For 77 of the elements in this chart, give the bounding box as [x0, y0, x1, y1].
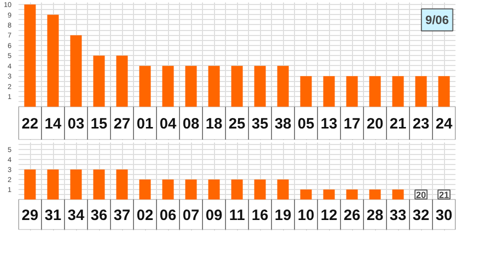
- bar: [323, 76, 335, 107]
- bar: [254, 66, 266, 107]
- x-tick-label: 32: [412, 207, 430, 224]
- x-tick-label: 07: [182, 207, 200, 224]
- x-tick-label: 26: [344, 207, 360, 224]
- x-tick-label: 23: [412, 116, 430, 133]
- x-tick-label: 13: [320, 116, 338, 133]
- bar: [24, 170, 36, 200]
- bar: [208, 180, 220, 200]
- x-tick-label: 29: [22, 207, 38, 224]
- x-tick-label: 22: [22, 116, 38, 133]
- bar: [24, 4, 36, 107]
- annotation: 9/06: [425, 12, 450, 27]
- x-tick-label: 34: [68, 207, 85, 224]
- bar: [323, 190, 335, 200]
- x-tick-label: 18: [206, 116, 222, 133]
- x-tick-label: 31: [44, 207, 62, 224]
- bar: [369, 76, 381, 107]
- bar: [231, 66, 243, 107]
- x-tick-label: 19: [274, 207, 292, 224]
- bar: [346, 76, 358, 107]
- x-tick-label: 03: [68, 116, 84, 133]
- bar: [47, 170, 59, 200]
- x-tick-label: 17: [344, 116, 360, 133]
- x-tick-label: 12: [320, 207, 338, 224]
- x-tick-label: 33: [390, 207, 406, 224]
- bar: [93, 56, 105, 107]
- bar: [277, 180, 289, 200]
- bar: [254, 180, 266, 200]
- bar: [392, 76, 404, 107]
- x-tick-label: 08: [182, 116, 200, 133]
- bar: [208, 66, 220, 107]
- bar: [300, 190, 312, 200]
- x-tick-label: 28: [366, 207, 384, 224]
- bar: [162, 180, 174, 200]
- x-tick-label: 04: [160, 116, 177, 133]
- bar: [139, 66, 151, 107]
- x-tick-label: 35: [252, 116, 268, 133]
- x-tick-label: 24: [436, 116, 453, 133]
- x-tick-label: 30: [436, 207, 452, 224]
- bar: [116, 170, 128, 200]
- x-tick-label: 37: [114, 207, 130, 224]
- x-tick-label: 36: [90, 207, 108, 224]
- x-tick-label: 14: [44, 116, 62, 133]
- x-tick-label: 38: [274, 116, 292, 133]
- x-tick-label: 09: [206, 207, 222, 224]
- x-tick-label: 27: [114, 116, 130, 133]
- bar: [346, 190, 358, 200]
- x-tick-label: 10: [298, 207, 314, 224]
- bar: [70, 35, 82, 107]
- bar: [70, 170, 82, 200]
- bar: [300, 76, 312, 107]
- x-tick-label: 16: [252, 207, 268, 224]
- bar: [277, 66, 289, 107]
- x-tick-label: 21: [390, 116, 406, 133]
- bar: [369, 190, 381, 200]
- x-tick-label: 02: [136, 207, 154, 224]
- bar: [47, 14, 59, 107]
- bar: [231, 180, 243, 200]
- x-tick-label: 01: [136, 116, 154, 133]
- bar: [185, 180, 197, 200]
- annotation: 21: [438, 190, 450, 200]
- bar: [438, 76, 450, 107]
- bar: [392, 190, 404, 200]
- x-tick-label: 05: [298, 116, 314, 133]
- x-tick-label: 25: [228, 116, 246, 133]
- annotation: 20: [416, 190, 426, 200]
- x-tick-label: 15: [90, 116, 108, 133]
- bar: [139, 180, 151, 200]
- bar: [116, 56, 128, 107]
- x-tick-label: 11: [229, 207, 245, 224]
- x-tick-label: 06: [160, 207, 176, 224]
- bar: [185, 66, 197, 107]
- bar: [93, 170, 105, 200]
- bar: [162, 66, 174, 107]
- bar: [415, 76, 427, 107]
- x-tick-label: 20: [366, 116, 384, 133]
